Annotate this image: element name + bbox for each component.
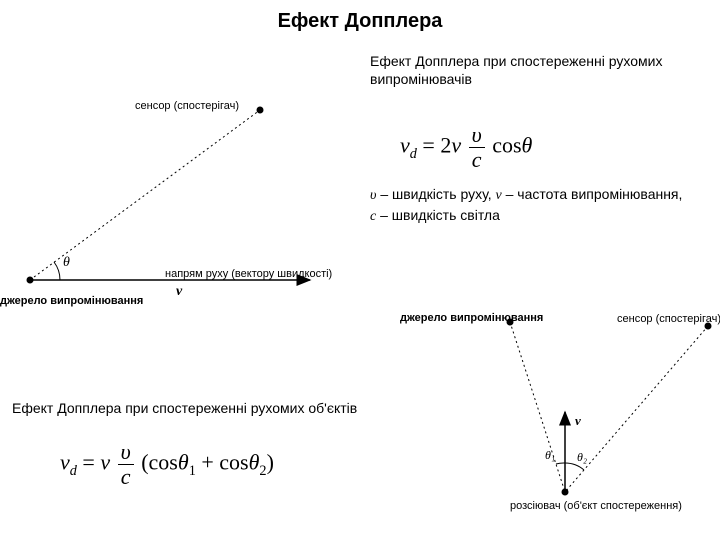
eq1-lhs-var: ν bbox=[400, 133, 410, 158]
eq2-theta2: θ bbox=[249, 450, 260, 475]
label-source-1: джерело випромінювання bbox=[0, 295, 143, 307]
label-source-2: джерело випромінювання bbox=[400, 312, 543, 324]
equation-2: νd = ν υ c (cosθ1 + cosθ2) bbox=[60, 440, 274, 489]
eq1-theta: θ bbox=[522, 133, 533, 158]
eq1-frac-den: c bbox=[469, 148, 485, 172]
angle-arc bbox=[54, 262, 60, 280]
eq2-lparen: ( bbox=[141, 450, 148, 475]
label-sensor-1: сенсор (спостерігач) bbox=[135, 100, 239, 112]
eq2-frac: υ c bbox=[118, 440, 134, 489]
defs-dash1: – швидкість руху, bbox=[380, 186, 495, 202]
eq2-rparen: ) bbox=[267, 450, 274, 475]
label-v-1: v⃗ bbox=[176, 284, 193, 300]
page-title: Ефект Допплера bbox=[0, 10, 720, 33]
eq2-equals: = bbox=[82, 450, 100, 475]
defs-dash2: – частота випромінювання, bbox=[506, 186, 683, 202]
section2-subtitle: Ефект Допплера при спостереженні рухомих… bbox=[12, 400, 412, 416]
section1-subtitle: Ефект Допплера при спостереженні рухомих… bbox=[370, 52, 670, 88]
eq2-cos1: cos bbox=[149, 450, 178, 475]
eq2-theta1-sub: 1 bbox=[189, 463, 196, 479]
label-theta2: θ₂ bbox=[577, 450, 587, 465]
defs-dash3: – швидкість світла bbox=[380, 207, 500, 223]
equation-1: νd = 2ν υ c cosθ bbox=[400, 123, 532, 172]
label-theta: θ bbox=[63, 255, 70, 271]
eq2-lhs-sub: d bbox=[70, 463, 77, 479]
eq1-cos: cos bbox=[492, 133, 521, 158]
eq2-frac-den: c bbox=[118, 465, 134, 489]
var-c: c bbox=[370, 209, 376, 224]
eq1-lhs-sub: d bbox=[410, 146, 417, 162]
source-dot bbox=[27, 277, 34, 284]
var-upsilon: υ bbox=[370, 188, 376, 203]
eq2-lhs-var: ν bbox=[60, 450, 70, 475]
eq1-frac-num: υ bbox=[469, 123, 485, 148]
var-nu: ν bbox=[496, 188, 502, 203]
angle-arc-1 bbox=[556, 463, 565, 464]
eq2-frac-num: υ bbox=[118, 440, 134, 465]
label-scatter: розсіювач (об'єкт спостереження) bbox=[510, 500, 682, 512]
scatter-dot bbox=[562, 489, 569, 496]
label-theta1: θ₁ bbox=[545, 448, 555, 463]
section1-defs: υ – швидкість руху, ν – частота випромін… bbox=[370, 185, 690, 226]
eq2-nu: ν bbox=[100, 450, 110, 475]
sensor-dot bbox=[257, 107, 264, 114]
label-v-2: v⃗ bbox=[575, 413, 591, 429]
eq2-plus: + bbox=[201, 450, 219, 475]
eq2-theta1: θ bbox=[178, 450, 189, 475]
line-sensor-scatter bbox=[565, 326, 708, 492]
eq1-frac: υ c bbox=[469, 123, 485, 172]
label-motion: напрям руху (вектору швидкості) bbox=[165, 268, 332, 280]
eq1-equals: = bbox=[422, 133, 440, 158]
line-source-scatter bbox=[510, 322, 565, 492]
label-sensor-2: сенсор (спостерігач) bbox=[617, 313, 720, 325]
eq2-cos2: cos bbox=[219, 450, 248, 475]
eq2-theta2-sub: 2 bbox=[259, 463, 266, 479]
eq1-coef: 2 bbox=[440, 133, 451, 158]
diagram-2 bbox=[380, 312, 720, 512]
eq1-nu: ν bbox=[451, 133, 461, 158]
